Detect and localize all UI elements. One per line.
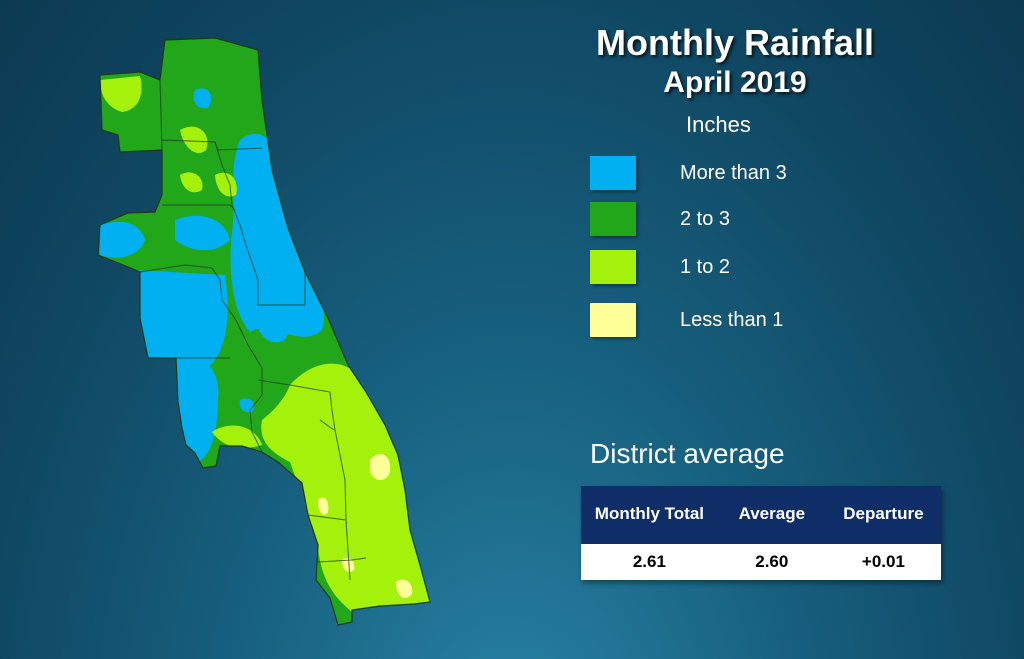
- zones-more-than-3: [100, 88, 324, 462]
- district-average-table: Monthly Total Average Departure 2.61 2.6…: [581, 486, 941, 580]
- legend-swatch: [590, 250, 636, 284]
- table-header-row: Monthly Total Average Departure: [581, 486, 941, 543]
- legend-swatch: [590, 156, 636, 190]
- zones-less-than-1: [318, 453, 413, 598]
- map-subtitle: April 2019: [663, 66, 807, 99]
- legend-units: Inches: [686, 112, 751, 137]
- legend-item-2-to-3: 2 to 3: [590, 202, 910, 240]
- table-row: 2.61 2.60 +0.01: [581, 542, 941, 580]
- legend-item-less-than-1: Less than 1: [590, 303, 910, 341]
- zones-1-to-2: [100, 76, 430, 612]
- legend-item-more-than-3: More than 3: [590, 156, 910, 194]
- header-departure: Departure: [825, 486, 941, 543]
- value-average: 2.60: [717, 542, 826, 580]
- legend-swatch: [590, 202, 636, 236]
- legend-item-1-to-2: 1 to 2: [590, 250, 910, 288]
- header-average: Average: [717, 486, 826, 543]
- legend-swatch: [590, 303, 636, 337]
- legend-label: 1 to 2: [680, 256, 731, 278]
- legend-label: More than 3: [680, 162, 787, 184]
- county-boundaries: [139, 79, 367, 581]
- district-average-heading: District average: [590, 438, 785, 469]
- value-monthly-total: 2.61: [581, 542, 718, 580]
- legend-label: 2 to 3: [680, 208, 731, 230]
- legend-label: Less than 1: [680, 309, 784, 331]
- map-title: Monthly Rainfall: [596, 22, 874, 63]
- header-monthly-total: Monthly Total: [581, 486, 718, 543]
- value-departure: +0.01: [825, 542, 941, 580]
